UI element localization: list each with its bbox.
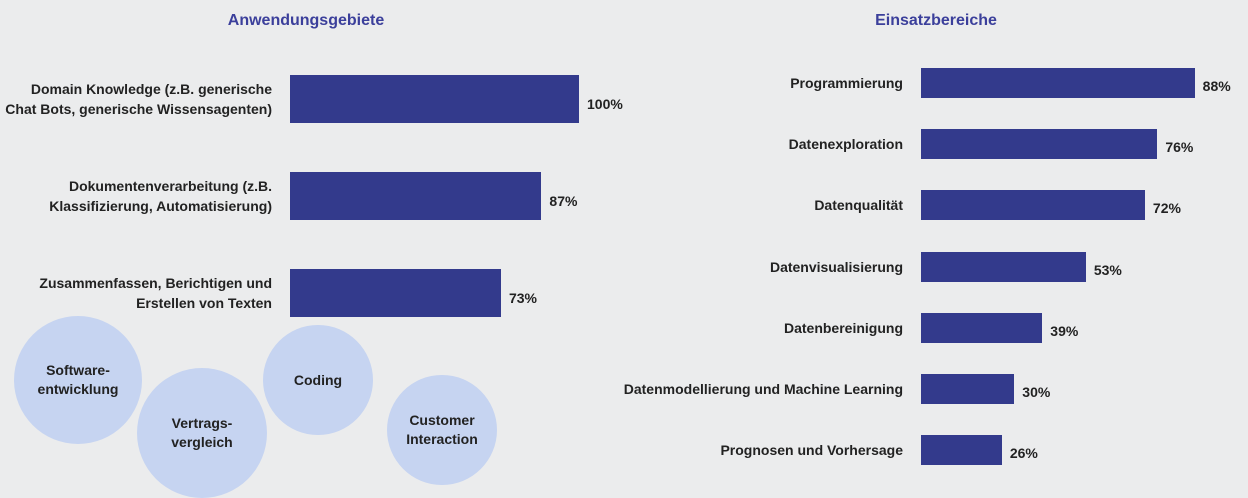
category-label: Datenbereinigung bbox=[783, 319, 903, 336]
bubble: Customer Interaction bbox=[387, 375, 497, 485]
category-label: Programmierung bbox=[790, 75, 903, 91]
bar bbox=[921, 190, 1145, 221]
bubble: Coding bbox=[263, 325, 373, 435]
value-label: 30% bbox=[1022, 384, 1051, 400]
bar bbox=[290, 172, 542, 220]
bar bbox=[921, 374, 1015, 404]
bar bbox=[921, 251, 1086, 282]
bar bbox=[921, 312, 1043, 343]
value-label: 53% bbox=[1093, 261, 1122, 278]
chart-title: Anwendungsgebiete bbox=[227, 12, 385, 29]
value-label: 72% bbox=[1152, 200, 1181, 217]
bar bbox=[921, 68, 1195, 98]
bar bbox=[921, 129, 1158, 160]
value-label: 26% bbox=[1009, 445, 1038, 462]
page: Software- entwicklung Vertrags- vergleich… bbox=[5, 12, 1231, 498]
category-label: Datenqualität bbox=[814, 197, 903, 214]
category-label: Prognosen und Vorhersage bbox=[720, 442, 903, 459]
bubble: Vertrags- vergleich bbox=[137, 368, 267, 498]
category-label: Datenvisualisierung bbox=[769, 258, 903, 275]
chart-title: Einsatzbereiche bbox=[875, 12, 997, 29]
bar bbox=[290, 75, 579, 123]
bar bbox=[921, 435, 1002, 466]
value-label: 88% bbox=[1202, 78, 1231, 94]
value-label: 87% bbox=[549, 192, 578, 209]
value-label: 39% bbox=[1050, 322, 1079, 339]
bar bbox=[290, 269, 501, 317]
value-label: 76% bbox=[1165, 139, 1194, 156]
bubble: Software- entwicklung bbox=[14, 316, 142, 444]
value-label: 100% bbox=[587, 95, 623, 112]
category-label: Dokumentenverarbeitung (z.B. Klassifizie… bbox=[49, 178, 272, 214]
category-label: Datenmodellierung und Machine Learning bbox=[623, 381, 903, 397]
category-label: Datenexploration bbox=[788, 136, 903, 153]
category-label: Zusammenfassen, Berichtigen und Erstelle… bbox=[39, 275, 272, 311]
value-label: 73% bbox=[508, 289, 537, 306]
category-label: Domain Knowledge (z.B. generische Chat B… bbox=[5, 81, 272, 117]
